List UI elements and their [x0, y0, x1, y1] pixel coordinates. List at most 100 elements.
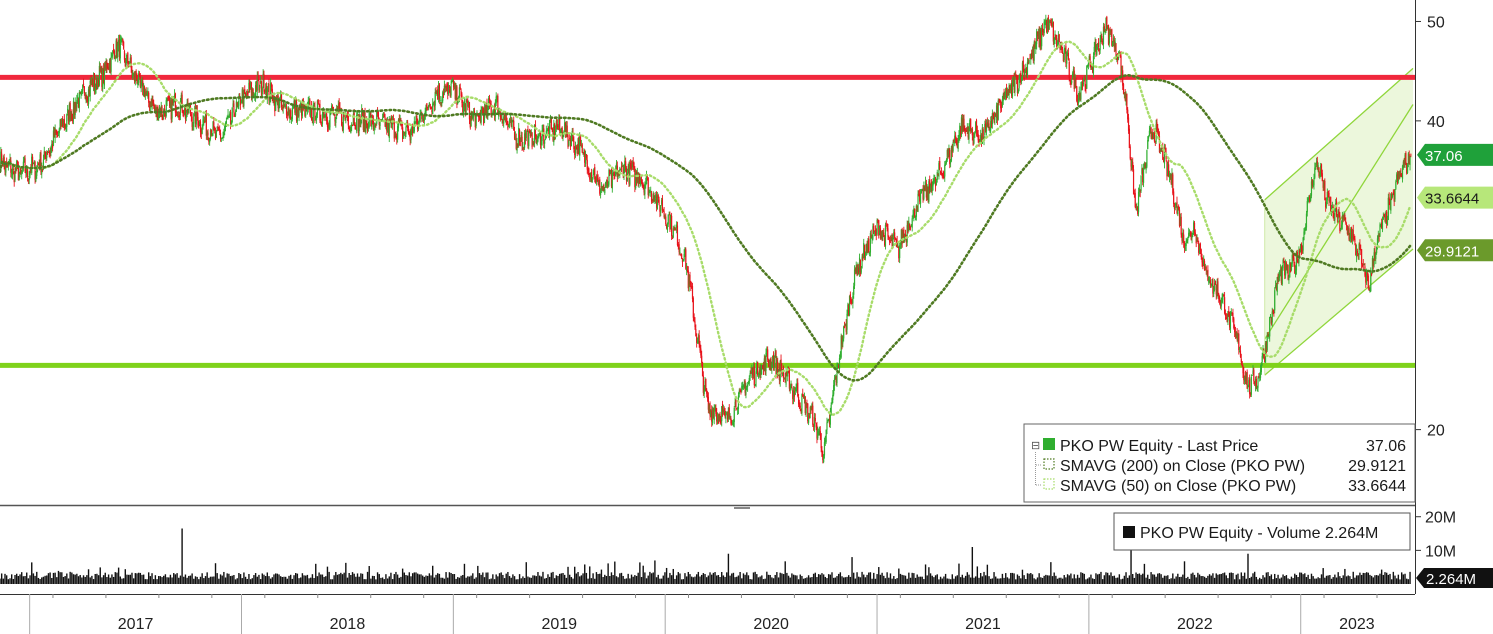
candle — [185, 109, 187, 122]
candle — [1246, 369, 1248, 389]
candle-body — [1091, 66, 1093, 70]
candle — [1103, 23, 1105, 33]
candle — [268, 78, 270, 105]
candle-body — [841, 337, 843, 345]
candle-body — [866, 244, 868, 253]
candle — [1338, 206, 1340, 218]
candle — [811, 402, 813, 411]
candle-body — [488, 98, 490, 107]
candle — [658, 196, 660, 206]
candle-body — [862, 256, 864, 260]
candle-body — [1315, 166, 1317, 168]
candle-body — [675, 229, 677, 231]
candle-body — [1370, 272, 1372, 291]
candle — [892, 234, 894, 248]
candle — [67, 105, 69, 116]
candle — [1041, 23, 1044, 36]
candle — [790, 380, 792, 391]
candle — [890, 234, 892, 242]
candle — [105, 58, 107, 74]
candle — [1116, 54, 1118, 63]
candle — [1287, 264, 1289, 281]
candle-body — [1248, 380, 1250, 387]
candle — [1312, 180, 1314, 188]
candle-body — [31, 156, 34, 165]
candle-body — [61, 118, 63, 126]
candle — [1067, 47, 1069, 61]
candle-body — [789, 386, 791, 391]
candle — [861, 254, 863, 269]
candle-body — [1301, 249, 1303, 253]
candle-body — [1048, 22, 1050, 30]
candle — [914, 215, 917, 221]
candle-body — [607, 184, 609, 187]
candle — [1069, 78, 1071, 85]
candle — [1018, 74, 1020, 92]
candle — [987, 119, 989, 129]
candle-body — [1269, 316, 1271, 337]
candle-body — [1344, 214, 1346, 220]
candle — [1226, 313, 1228, 323]
candle — [260, 80, 263, 97]
candle — [1300, 243, 1302, 253]
candle — [1125, 91, 1127, 106]
candle — [1071, 78, 1073, 85]
candle-body — [915, 205, 917, 217]
candle-body — [693, 316, 695, 322]
candle-body — [138, 73, 140, 83]
candle — [721, 406, 723, 427]
candle-body — [164, 113, 166, 117]
candle-body — [106, 62, 108, 69]
candle-body — [924, 181, 927, 189]
candle — [204, 116, 206, 124]
candle — [1322, 180, 1324, 192]
candle-body — [1208, 281, 1211, 283]
candle — [848, 295, 851, 317]
candle-body — [125, 58, 127, 65]
candle-body — [1204, 266, 1206, 269]
candle-body — [1049, 21, 1051, 23]
candle-body — [1135, 207, 1137, 209]
candle-body — [1237, 333, 1239, 342]
candle-body — [234, 111, 237, 116]
candle — [597, 174, 599, 186]
candle — [1313, 173, 1315, 190]
candle — [552, 127, 554, 142]
candle — [976, 125, 978, 138]
candle-body — [584, 150, 586, 163]
candle-body — [1175, 203, 1177, 206]
candle — [1359, 239, 1361, 250]
candle-body — [429, 103, 431, 109]
candle-body — [615, 163, 618, 170]
candle — [170, 97, 172, 124]
candle-body — [251, 90, 253, 99]
candle — [1145, 162, 1147, 174]
candle-body — [1177, 206, 1179, 215]
candle — [988, 119, 990, 131]
candle-body — [290, 118, 293, 120]
candle-body — [272, 96, 274, 103]
candle — [934, 176, 937, 192]
candle — [645, 170, 648, 185]
candle-body — [311, 121, 314, 123]
candle — [689, 271, 691, 287]
candle-body — [850, 299, 852, 303]
candle-body — [412, 130, 415, 132]
candle-body — [681, 258, 684, 263]
candle — [727, 407, 730, 423]
candle — [530, 129, 532, 137]
candle — [205, 109, 207, 140]
candle — [27, 178, 30, 184]
candle-body — [774, 352, 776, 358]
candle — [929, 183, 932, 193]
candle — [1176, 196, 1178, 215]
candle-body — [956, 142, 958, 148]
candle — [719, 411, 721, 424]
candle-body — [701, 362, 704, 377]
candle — [672, 225, 674, 239]
candle — [990, 115, 993, 128]
candle — [93, 72, 95, 95]
candle-body — [1202, 261, 1204, 267]
candle — [931, 181, 933, 196]
candle-body — [119, 39, 121, 59]
